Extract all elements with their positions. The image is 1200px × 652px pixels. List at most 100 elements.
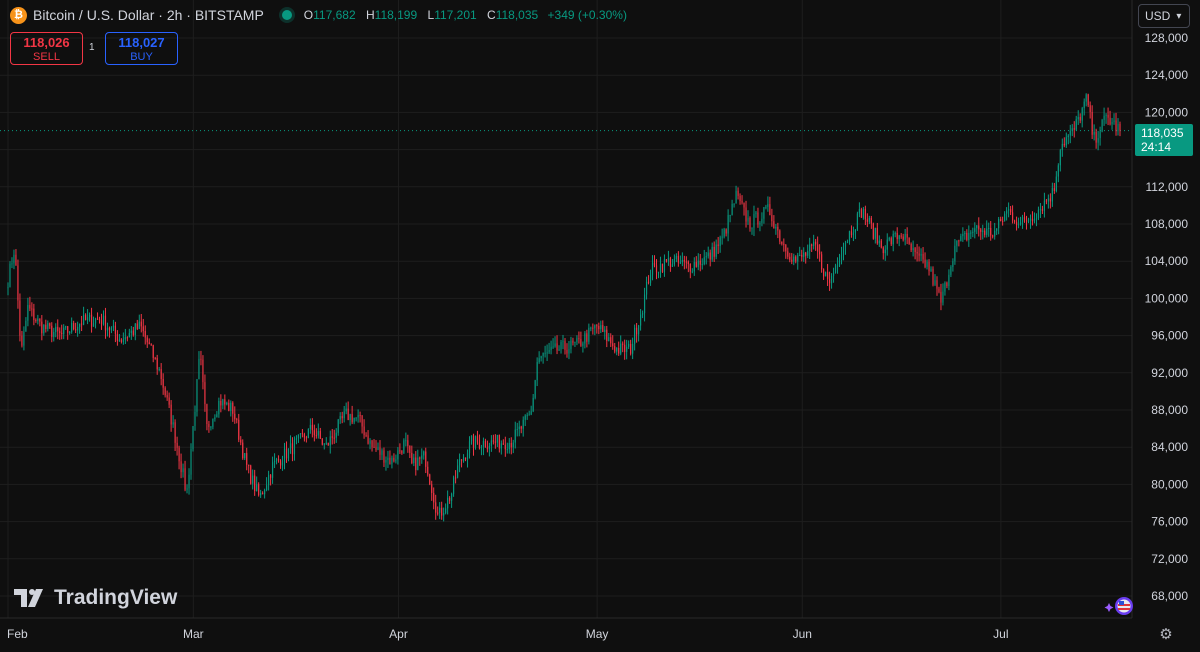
candle: [331, 428, 333, 445]
candle-body: [558, 349, 560, 351]
candle: [984, 228, 986, 238]
candle-body: [13, 254, 15, 264]
candle: [1093, 124, 1095, 141]
candle: [900, 233, 902, 239]
candle-body: [387, 457, 389, 460]
candle: [49, 322, 51, 329]
candle: [647, 275, 650, 285]
candle: [972, 227, 974, 238]
candle: [462, 454, 465, 463]
candle-body: [522, 419, 524, 429]
candle: [468, 436, 471, 459]
candle: [86, 309, 89, 325]
candle-body: [673, 259, 675, 265]
candle: [1043, 192, 1045, 218]
candle: [423, 450, 425, 460]
candle-body: [498, 434, 500, 449]
candle-body: [594, 325, 596, 329]
candle: [435, 494, 437, 520]
candle: [755, 210, 757, 218]
candle-body: [301, 433, 304, 435]
symbol-title[interactable]: Bitcoin / U.S. Dollar · 2h · BITSTAMP: [33, 7, 264, 23]
candle: [741, 195, 743, 205]
candle: [876, 222, 878, 245]
candle-body: [357, 415, 359, 418]
candle-body: [435, 502, 437, 513]
candle: [148, 338, 150, 345]
ai-assistant-icon[interactable]: [1104, 595, 1136, 617]
tradingview-logo[interactable]: TradingView: [14, 586, 177, 610]
candle: [104, 307, 107, 339]
candle-body: [681, 259, 683, 263]
candle: [69, 330, 71, 335]
candle: [25, 317, 27, 332]
candle: [421, 448, 423, 464]
sell-button[interactable]: 118,026 SELL: [10, 32, 83, 65]
candle: [832, 267, 835, 283]
candle: [180, 453, 182, 479]
candle-body: [224, 399, 226, 405]
candle-body: [106, 327, 109, 331]
candle: [892, 230, 894, 252]
candle-body: [823, 269, 825, 277]
candle: [1027, 217, 1030, 224]
candle-body: [305, 437, 307, 439]
candle: [785, 244, 787, 259]
candle: [976, 224, 978, 235]
candle-body: [83, 314, 85, 325]
candle: [763, 206, 765, 224]
candle-body: [514, 429, 516, 443]
time-axis[interactable]: Feb Mar Apr May Jun Jul: [7, 627, 1009, 641]
candle-body: [295, 438, 298, 440]
candle: [488, 442, 490, 457]
candle: [996, 228, 998, 235]
candle: [260, 489, 262, 498]
candle: [240, 436, 242, 446]
candle-body: [809, 244, 811, 252]
candle-body: [327, 442, 329, 446]
candle-body: [319, 431, 321, 439]
candle: [377, 442, 379, 451]
candle: [1006, 207, 1008, 221]
candle: [634, 324, 636, 351]
candle: [550, 340, 552, 355]
candle: [269, 474, 272, 486]
candle-body: [174, 422, 176, 443]
candle: [791, 253, 793, 265]
candle-body: [303, 434, 305, 438]
candle-body: [554, 343, 556, 347]
x-tick-label: Feb: [7, 627, 28, 641]
ohlc-values: O117,682 H118,199 L117,201 C118,035 +349…: [304, 8, 627, 22]
candle: [456, 459, 459, 479]
candle-body: [852, 232, 855, 236]
candle: [1023, 212, 1026, 223]
candle: [504, 436, 506, 457]
candle: [562, 334, 564, 350]
candle: [287, 448, 290, 462]
candle: [9, 261, 11, 288]
candle-body: [478, 442, 481, 449]
candle-body: [908, 237, 910, 244]
candle-body: [842, 246, 845, 255]
candle: [114, 321, 117, 343]
candle-body: [216, 414, 218, 418]
price-axis[interactable]: 128,000124,000120,000116,000112,000108,0…: [1145, 31, 1189, 603]
currency-select[interactable]: USD ▾: [1138, 4, 1190, 28]
candle: [234, 406, 236, 424]
gear-icon[interactable]: ⚙: [1159, 626, 1173, 643]
close-label: C: [487, 8, 496, 22]
candle: [665, 259, 668, 263]
candle-body: [154, 357, 156, 359]
candle: [747, 210, 749, 225]
candle-body: [699, 260, 701, 265]
candle: [1105, 113, 1107, 124]
buy-button[interactable]: 118,027 BUY: [105, 32, 178, 65]
candle-body: [960, 236, 962, 242]
candle: [560, 339, 562, 354]
candle: [707, 246, 709, 259]
candle-body: [753, 214, 755, 228]
candle-body: [1101, 119, 1103, 132]
candle-body: [1057, 165, 1059, 177]
candle: [293, 436, 296, 461]
